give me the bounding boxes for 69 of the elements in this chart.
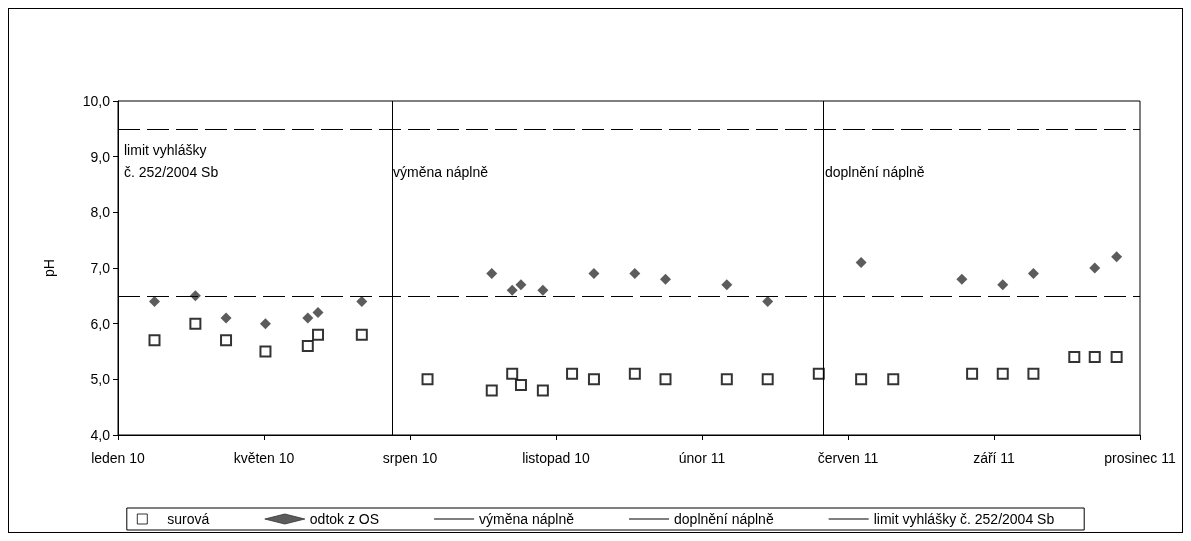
point: [506, 367, 519, 380]
point: [721, 279, 733, 291]
point: [506, 284, 518, 296]
point: [301, 339, 314, 352]
point: [312, 328, 325, 341]
point: [189, 317, 202, 330]
y-tick-label: 4,0: [90, 427, 111, 443]
point: [1027, 268, 1039, 280]
text: doplnění náplně: [674, 511, 774, 527]
point: [588, 268, 600, 280]
point: [355, 328, 368, 341]
y-axis-title: pH: [41, 259, 57, 277]
point: [855, 256, 867, 268]
point: [486, 268, 498, 280]
point: [537, 284, 549, 296]
y-tick-label: 9,0: [90, 148, 111, 165]
point: [220, 334, 233, 347]
point: [566, 367, 579, 380]
ref-line-label: doplnění náplně: [825, 164, 925, 180]
point: [302, 312, 314, 324]
point: [259, 318, 271, 330]
x-tick-label: prosinec 11: [1104, 450, 1176, 466]
point: [629, 268, 641, 280]
y-tick-label: 7,0: [90, 260, 111, 276]
point: [587, 373, 600, 386]
legend-label: odtok z OS: [309, 511, 380, 527]
y-tick-label: 10,0: [82, 93, 111, 109]
point: [485, 384, 498, 397]
point: [515, 279, 527, 291]
legend-label: surová: [167, 511, 210, 527]
point: [956, 273, 968, 285]
point: [514, 378, 527, 391]
point: [1027, 367, 1040, 380]
point: [966, 367, 979, 380]
y-tick-label: 6,0: [90, 315, 111, 332]
legend-label: limit vyhlášky č. 252/2004 Sb: [873, 511, 1055, 527]
point: [855, 373, 868, 386]
point: [1111, 251, 1123, 263]
point: [628, 367, 641, 380]
x-tick-label: srpen 10: [382, 450, 438, 466]
x-tick-label: září 11: [973, 450, 1016, 466]
point: [996, 367, 1009, 380]
x-tick-label: květen 10: [233, 450, 295, 466]
x-tick-label: únor 11: [678, 450, 726, 466]
point: [761, 373, 774, 386]
point: [997, 279, 1009, 291]
point: [812, 367, 825, 380]
point: [659, 373, 672, 386]
point: [1068, 351, 1081, 364]
point: [536, 384, 549, 397]
ref-line-label: výměna náplně: [393, 164, 489, 180]
point: [312, 307, 324, 319]
point: [660, 273, 671, 285]
y-tick-label: 8,0: [90, 204, 111, 221]
point: [1088, 351, 1101, 364]
x-tick-label: červen 11: [817, 450, 879, 466]
point: [1110, 351, 1123, 364]
point: [887, 373, 900, 386]
x-tick-label: listopad 10: [522, 450, 591, 466]
ref-line-label: limit vyhlášky č. 252/2004 Sb: [124, 141, 219, 180]
y-tick-label: 5,0: [90, 371, 111, 388]
point: [421, 373, 434, 386]
point: [220, 312, 232, 324]
point: [259, 345, 272, 358]
text: výměna náplně: [479, 511, 575, 527]
point: [720, 373, 733, 386]
point: [1089, 262, 1101, 274]
point: [148, 334, 161, 347]
x-tick-label: leden 10: [91, 450, 146, 466]
